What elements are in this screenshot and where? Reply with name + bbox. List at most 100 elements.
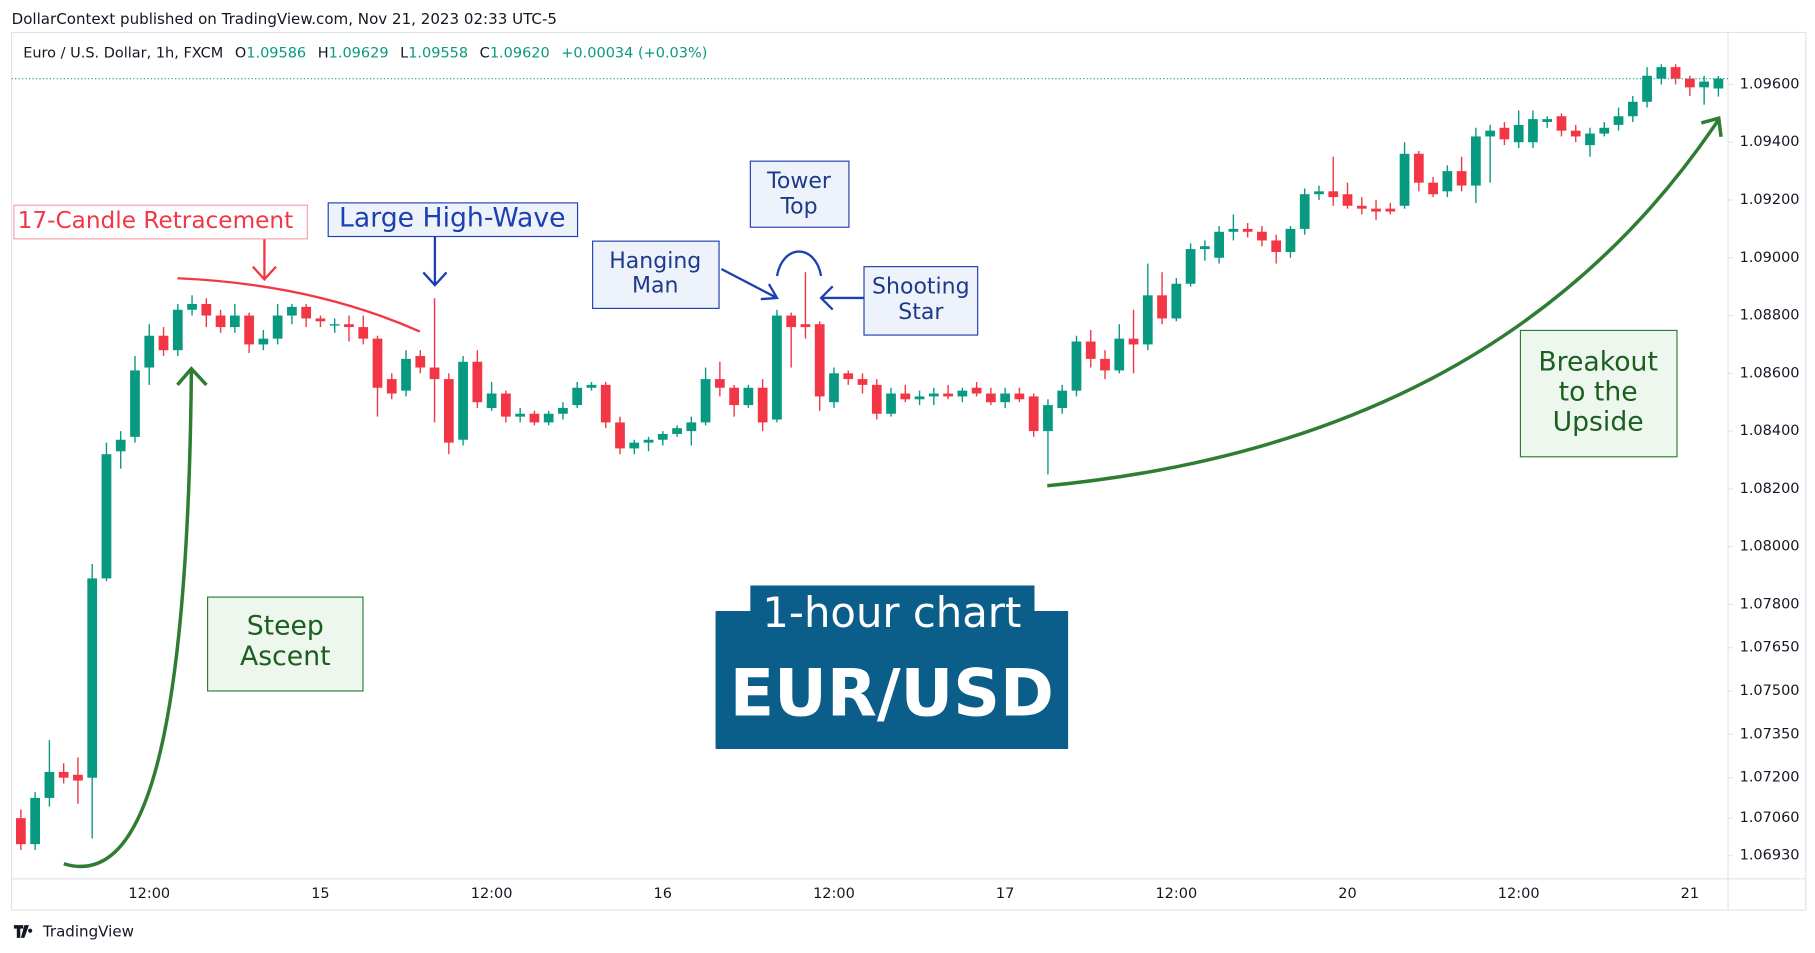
- candle-body: [287, 306, 297, 316]
- candle-body: [1699, 81, 1709, 88]
- candle-body: [358, 327, 369, 339]
- annotation-text: Ascent: [240, 641, 331, 672]
- candle-body: [1585, 133, 1595, 146]
- y-tick-label: 1.08400: [1740, 423, 1800, 439]
- candle-body: [643, 439, 654, 443]
- candle-body: [1228, 228, 1239, 232]
- y-tick-label: 1.07800: [1740, 596, 1800, 612]
- candle-body: [1285, 228, 1296, 252]
- candle-body: [443, 379, 454, 443]
- arrow: [720, 267, 779, 301]
- candle-body: [258, 338, 269, 345]
- y-tick-label: 1.07650: [1740, 640, 1800, 656]
- candle-body: [1142, 295, 1153, 345]
- ohlc-value: 1.09629: [329, 45, 389, 61]
- candle-body: [58, 771, 69, 778]
- candle-body: [458, 361, 468, 440]
- candle-body: [1542, 119, 1553, 123]
- banner: [715, 585, 1069, 749]
- x-tick-label: 21: [1681, 886, 1699, 902]
- retracement-curve: [177, 277, 421, 333]
- arrow: [1047, 116, 1723, 488]
- y-tick-label: 1.09400: [1740, 134, 1800, 150]
- y-tick-label: 1.07500: [1740, 683, 1800, 699]
- candle-body: [686, 422, 697, 432]
- candle-body: [301, 306, 312, 319]
- annotation-drawings: [63, 116, 1723, 869]
- candle-body: [943, 393, 953, 397]
- candle-body: [1114, 338, 1125, 371]
- candle-body: [244, 315, 254, 345]
- candle-body: [600, 384, 611, 423]
- candle-body: [115, 439, 126, 452]
- ohlc-label: L: [400, 45, 408, 61]
- candle-body: [914, 396, 925, 400]
- legend: Euro / U.S. Dollar, 1h, FXCM O1.09586 H1…: [23, 45, 707, 61]
- x-tick-label: 12:00: [1155, 886, 1197, 902]
- candle-body: [472, 361, 483, 403]
- annotation-text: Large High-Wave: [339, 203, 565, 234]
- candle-body: [1399, 153, 1410, 206]
- candle-body: [16, 818, 26, 845]
- candle-body: [543, 413, 554, 423]
- candle-body: [344, 324, 354, 328]
- brand: TradingView: [42, 923, 134, 941]
- candle-body: [144, 335, 155, 368]
- candle-body: [1342, 194, 1353, 206]
- candle-body: [1043, 405, 1053, 432]
- candle-body: [800, 324, 811, 328]
- candle-body: [315, 318, 326, 322]
- candle-body: [201, 303, 212, 316]
- candle-body: [857, 379, 868, 385]
- candle-body: [1085, 341, 1096, 359]
- candle-body: [429, 367, 440, 380]
- candle-body: [1485, 130, 1496, 137]
- candle-body: [172, 309, 183, 351]
- candle-body: [1442, 171, 1453, 192]
- candle-body: [1071, 341, 1082, 391]
- candle-body: [87, 578, 98, 778]
- candle-body: [1328, 191, 1339, 198]
- candle-body: [101, 454, 112, 579]
- candle-body: [657, 433, 668, 440]
- candle-body: [900, 393, 911, 400]
- candle-body: [586, 384, 597, 388]
- candle-body: [401, 358, 411, 391]
- candle-body: [1242, 228, 1253, 232]
- candle-body: [1214, 231, 1224, 258]
- candle-body: [1157, 295, 1167, 319]
- candle-body: [1100, 358, 1110, 371]
- annotation-text: Top: [779, 195, 817, 220]
- annotation-text: Hanging: [609, 249, 701, 274]
- annotation-text: Upside: [1553, 407, 1644, 438]
- candle-body: [700, 379, 711, 423]
- candle-body: [1528, 119, 1538, 143]
- candle-body: [1599, 127, 1610, 134]
- candle-body: [1014, 393, 1025, 400]
- candle-body: [187, 303, 197, 310]
- y-tick-label: 1.08600: [1740, 365, 1800, 381]
- candle-body: [843, 373, 854, 380]
- candle-body: [928, 393, 939, 397]
- arrow: [63, 366, 208, 869]
- candle-body: [1627, 101, 1638, 117]
- candle-body: [1413, 153, 1424, 183]
- annotation-box: [749, 160, 850, 228]
- candle-body: [1171, 283, 1182, 319]
- candle-body: [515, 413, 526, 417]
- candle-body: [629, 442, 640, 449]
- annotation-box: [592, 240, 720, 309]
- byline: DollarContext published on TradingView.c…: [12, 10, 557, 28]
- candle-body: [1028, 396, 1039, 432]
- annotation-text: Star: [898, 300, 944, 325]
- x-tick-label: 17: [996, 886, 1014, 902]
- candle-body: [1428, 182, 1438, 195]
- candle-body: [215, 315, 226, 328]
- candle-body: [1684, 78, 1695, 88]
- candle-body: [971, 387, 982, 394]
- annotation-text: 17-Candle Retracement: [18, 207, 294, 234]
- candle-body: [1299, 194, 1310, 229]
- annotation-text: Breakout: [1538, 346, 1658, 377]
